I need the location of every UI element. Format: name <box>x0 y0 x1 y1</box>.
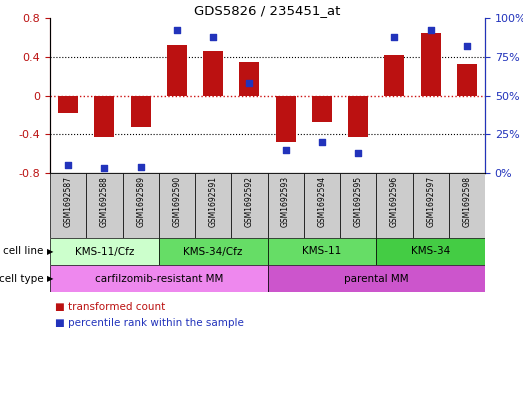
Point <box>354 150 362 156</box>
Text: GSM1692595: GSM1692595 <box>354 176 362 228</box>
Bar <box>231 173 267 238</box>
Text: GSM1692592: GSM1692592 <box>245 176 254 227</box>
Bar <box>195 173 231 238</box>
Text: KMS-11/Cfz: KMS-11/Cfz <box>75 246 134 257</box>
Text: ▶: ▶ <box>47 274 53 283</box>
Bar <box>376 238 485 265</box>
Bar <box>131 95 151 127</box>
Point <box>100 165 109 171</box>
Bar <box>267 238 376 265</box>
Text: ▶: ▶ <box>47 247 53 256</box>
Bar <box>304 173 340 238</box>
Bar <box>50 238 159 265</box>
Point <box>173 27 181 33</box>
Bar <box>122 173 159 238</box>
Bar <box>58 95 78 113</box>
Bar <box>420 33 440 95</box>
Bar <box>276 95 295 142</box>
Bar <box>413 173 449 238</box>
Text: GSM1692597: GSM1692597 <box>426 176 435 228</box>
Point <box>426 27 435 33</box>
Text: GSM1692591: GSM1692591 <box>209 176 218 227</box>
Point <box>463 43 471 49</box>
Point <box>64 162 72 168</box>
Bar <box>449 173 485 238</box>
Text: GSM1692594: GSM1692594 <box>317 176 326 228</box>
Bar <box>376 173 413 238</box>
Bar <box>167 45 187 95</box>
Text: cell type: cell type <box>0 274 47 283</box>
Text: GSM1692593: GSM1692593 <box>281 176 290 228</box>
Text: GSM1692590: GSM1692590 <box>173 176 181 228</box>
Point <box>137 163 145 170</box>
Bar <box>203 51 223 95</box>
Bar <box>457 64 477 95</box>
Bar <box>159 238 267 265</box>
Bar <box>50 265 267 292</box>
Text: KMS-11: KMS-11 <box>302 246 342 257</box>
Text: GSM1692587: GSM1692587 <box>64 176 73 227</box>
Bar <box>86 173 122 238</box>
Text: cell line: cell line <box>3 246 47 257</box>
Title: GDS5826 / 235451_at: GDS5826 / 235451_at <box>195 4 340 17</box>
Bar <box>50 173 86 238</box>
Bar <box>340 173 376 238</box>
Text: carfilzomib-resistant MM: carfilzomib-resistant MM <box>95 274 223 283</box>
Text: GSM1692588: GSM1692588 <box>100 176 109 227</box>
Text: KMS-34: KMS-34 <box>411 246 450 257</box>
Text: parental MM: parental MM <box>344 274 408 283</box>
Point <box>209 33 218 40</box>
Bar <box>240 62 259 95</box>
Text: KMS-34/Cfz: KMS-34/Cfz <box>184 246 243 257</box>
Bar <box>95 95 115 137</box>
Bar <box>267 173 304 238</box>
Bar <box>384 55 404 95</box>
Point <box>390 33 399 40</box>
Text: ■ percentile rank within the sample: ■ percentile rank within the sample <box>55 318 244 328</box>
Text: GSM1692598: GSM1692598 <box>462 176 471 227</box>
Bar <box>312 95 332 122</box>
Point <box>245 80 254 86</box>
Text: GSM1692589: GSM1692589 <box>136 176 145 227</box>
Bar <box>267 265 485 292</box>
Text: GSM1692596: GSM1692596 <box>390 176 399 228</box>
Point <box>281 147 290 153</box>
Point <box>317 139 326 145</box>
Bar <box>159 173 195 238</box>
Bar <box>348 95 368 137</box>
Text: ■ transformed count: ■ transformed count <box>55 302 165 312</box>
